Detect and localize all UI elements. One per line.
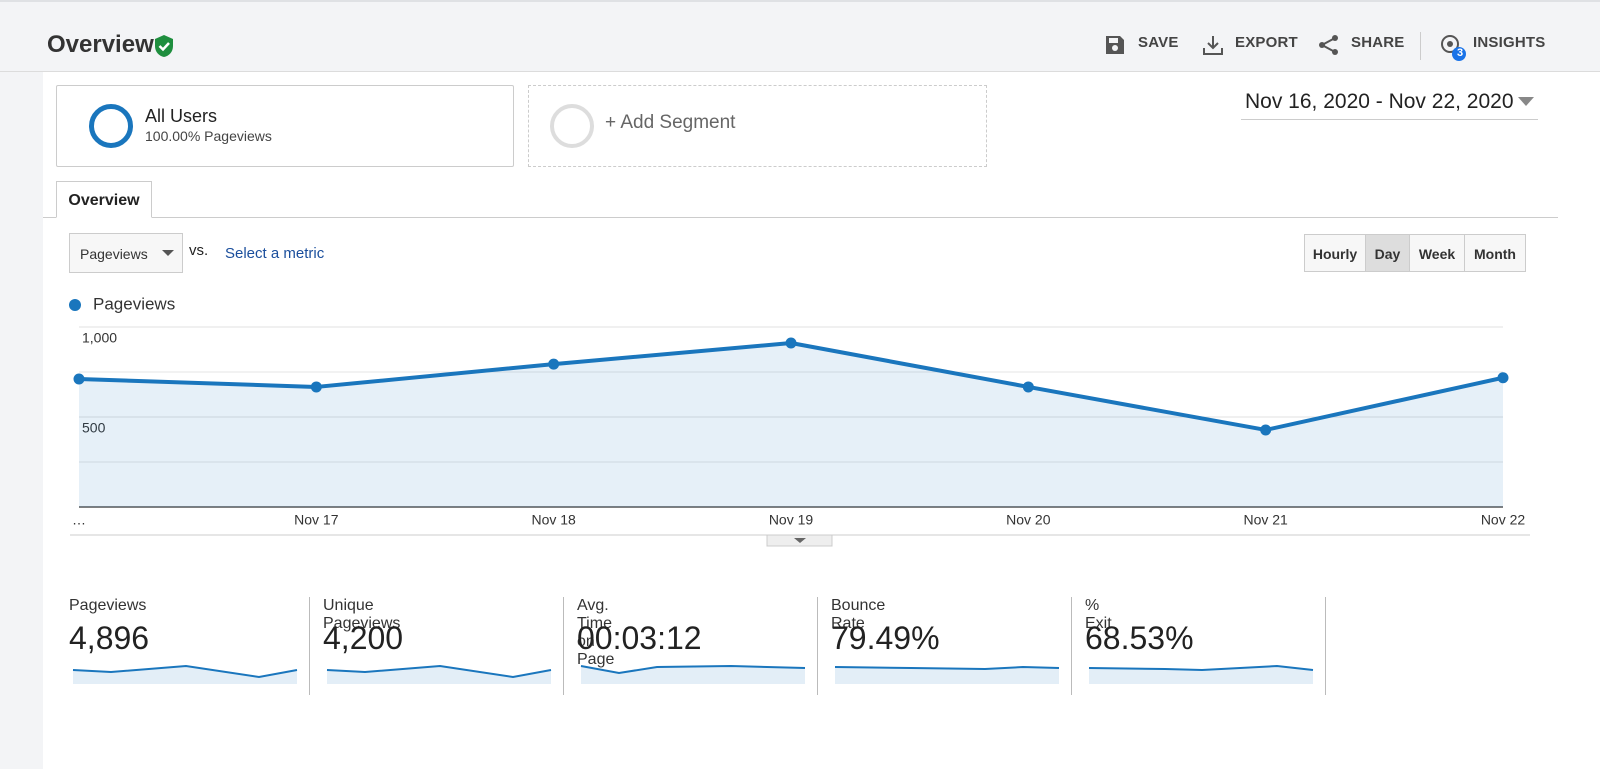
export-icon[interactable] [1202,34,1224,56]
metric-value: 4,200 [323,620,404,656]
sparkline-line [72,664,298,679]
y-tick-label: 500 [82,420,106,436]
sparkline-line [834,665,1060,671]
metric-divider [1325,597,1326,695]
metric-value: 68.53% [1085,620,1194,656]
metric-label: Bounce Rate [831,597,886,632]
sparkline [326,664,552,684]
sparkline-area [73,666,297,684]
point [1260,424,1272,436]
x-tick-label: Nov 21 [1243,512,1288,528]
segment-detail: 100.00% Pageviews [145,128,272,144]
point [785,337,797,349]
x-tick-label: Nov 20 [1006,512,1051,528]
add-segment-circle [550,104,594,148]
point [310,381,322,393]
x-tick-label: Nov 19 [769,512,814,528]
x-tick-label: Nov 18 [531,512,576,528]
sparkline-line [580,664,806,675]
segment-name: All Users [145,106,218,126]
y-tick-label: 1,000 [82,330,117,346]
metric-label: Pageviews [69,597,147,614]
metric-divider [563,597,564,695]
sparkline-area [327,666,551,684]
date-underline [1241,119,1538,120]
tab-line [43,217,1558,218]
divider [1420,32,1421,60]
save-icon[interactable] [1104,34,1126,56]
add-segment[interactable]: + Add Segment [605,112,736,133]
add-segment-card[interactable] [528,85,987,167]
sparkline [580,664,806,684]
export-button[interactable]: EXPORT [1235,34,1298,51]
x-tick-label: … [72,512,86,528]
insights-badge: 3 [1456,47,1464,59]
granularity-button[interactable]: Week [1409,234,1465,272]
metric-select[interactable]: Pageviews [69,233,183,273]
metric-label: Unique Pageviews [323,597,401,632]
metric-value: 79.49% [831,620,940,656]
point [73,373,85,385]
metric-divider [309,597,310,695]
vs-label: vs. [189,242,209,259]
select-metric[interactable]: Select a metric [225,245,325,262]
granularity-button[interactable]: Month [1464,234,1526,272]
share-button[interactable]: SHARE [1351,34,1405,51]
sparkline [1088,664,1314,684]
point [1022,381,1034,393]
metric-value: 00:03:12 [577,620,702,656]
metric-value: 4,896 [69,620,150,656]
legend-marker [69,299,81,311]
sparkline [72,664,298,684]
granularity-button[interactable]: Hourly [1304,234,1366,272]
segment-card[interactable] [56,85,514,167]
legend-label: Pageviews [93,294,175,313]
verified-icon [155,35,173,57]
sparkline-area [835,667,1059,684]
metric-label: % Exit [1085,597,1112,632]
x-tick-label: Nov 17 [294,512,339,528]
expand-arrow [794,538,806,543]
x-tick-label: Nov 22 [1481,512,1526,528]
segment-circle [89,104,133,148]
metric-label: Avg. Time on Page [577,597,615,668]
dropdown-arrow[interactable] [1518,97,1534,107]
point [1497,372,1509,384]
tab[interactable]: Overview [56,181,152,218]
sparkline-area [581,666,805,684]
insights-button[interactable]: INSIGHTS [1473,34,1546,51]
area [79,343,1503,507]
sparkline [834,665,1060,684]
date-range[interactable]: Nov 16, 2020 - Nov 22, 2020 [1245,90,1514,113]
point [548,358,560,370]
granularity-button[interactable]: Day [1365,234,1410,272]
side-strip [0,72,43,769]
save-button[interactable]: SAVE [1138,34,1179,51]
metric-divider [1071,597,1072,695]
granularity-group: Hourly Day Week Month [1304,234,1526,272]
sparkline-area [1089,666,1313,684]
metric-arrow [162,250,174,256]
sparkline-line [1088,664,1314,672]
share-icon[interactable] [1318,34,1340,56]
page-title: Overview [47,31,154,58]
metric-divider [817,597,818,695]
sparkline-line [326,664,552,679]
insights-icon[interactable] [1438,33,1468,63]
